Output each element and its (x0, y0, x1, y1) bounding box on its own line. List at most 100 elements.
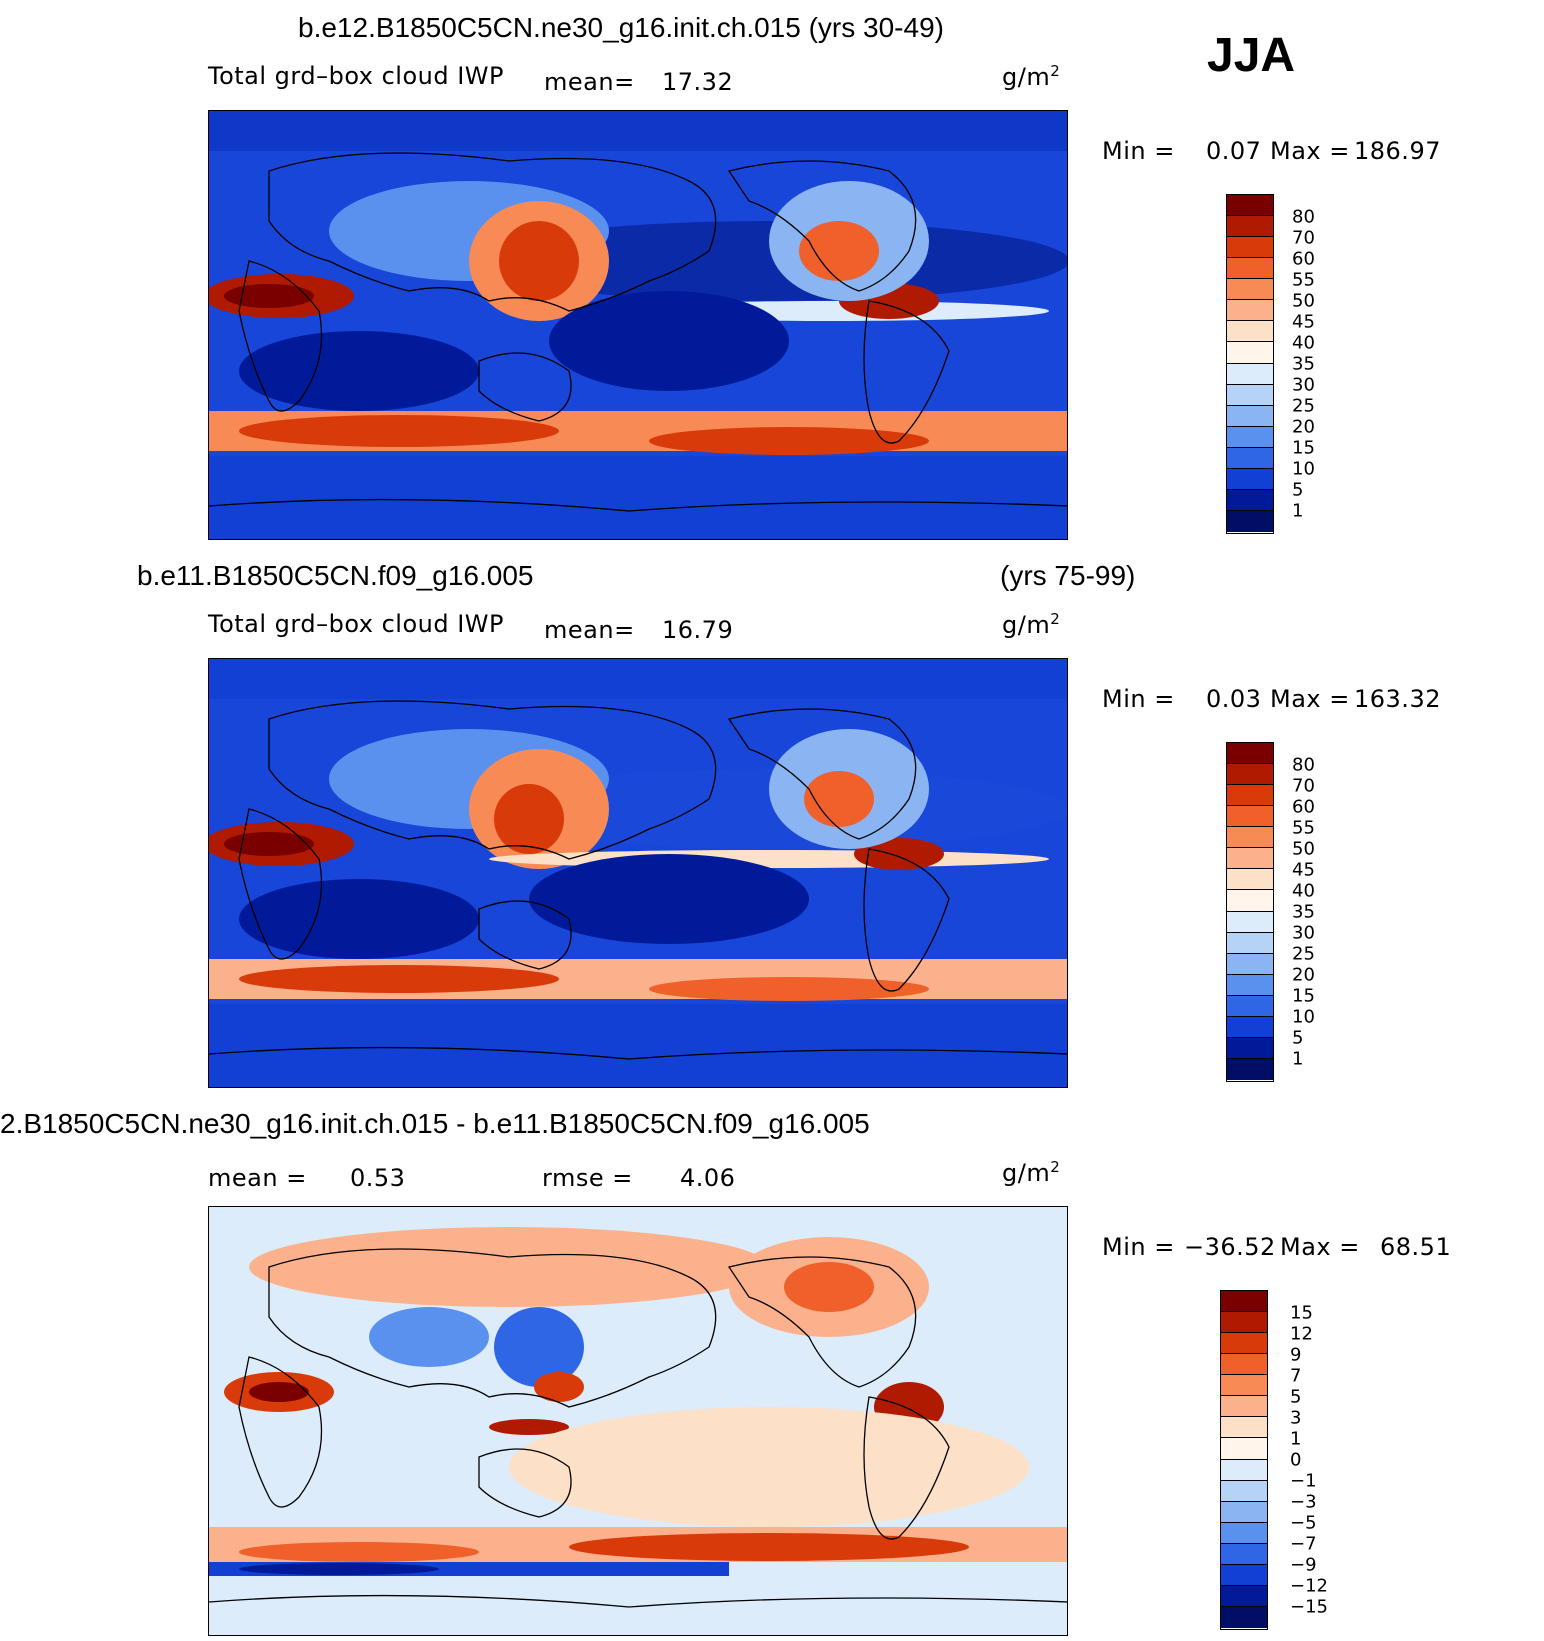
panel2-colorbar-cell (1227, 743, 1273, 765)
panel1-colorbar-tick-label: 70 (1292, 227, 1315, 249)
panel3-max-label: Max = (1280, 1233, 1360, 1261)
panel3-colorbar-tick-label: 7 (1290, 1365, 1302, 1387)
panel3-colorbar-cell (1221, 1459, 1267, 1481)
panel2-title: b.e11.B1850C5CN.f09_g16.005 (137, 560, 534, 591)
panel3-colorbar-tick-label: −15 (1290, 1596, 1328, 1618)
panel1-colorbar-tick-label: 60 (1292, 248, 1315, 270)
panel3-colorbar-cell (1221, 1312, 1267, 1334)
panel3-colorbar (1220, 1290, 1268, 1630)
panel1-colorbar-tick-label: 35 (1292, 353, 1315, 375)
panel3-colorbar-tick-label: −5 (1290, 1512, 1317, 1534)
panel1-min-value: 0.07 (1206, 137, 1262, 165)
panel3-colorbar-tick-label: 0 (1290, 1449, 1302, 1471)
panel3-colorbar-tick-label: −3 (1290, 1491, 1317, 1513)
panel1-colorbar-cell (1227, 216, 1273, 238)
panel3-colorbar-tick-label: −9 (1290, 1554, 1317, 1576)
panel2-min-label: Min = (1102, 685, 1175, 713)
panel2-colorbar-tick-label: 55 (1292, 817, 1315, 839)
panel3-colorbar-tick-label: 12 (1290, 1323, 1313, 1345)
panel2-colorbar-tick-label: 30 (1292, 922, 1315, 944)
panel1-colorbar-cell (1227, 489, 1273, 511)
panel2-colorbar-cell (1227, 1037, 1273, 1059)
panel1-colorbar-tick-label: 1 (1292, 500, 1304, 522)
panel1-colorbar-cell (1227, 384, 1273, 406)
panel1-title: b.e12.B1850C5CN.ne30_g16.init.ch.015 (yr… (298, 12, 944, 43)
panel1-colorbar-cell (1227, 300, 1273, 322)
panel3-colorbar-cell (1221, 1396, 1267, 1418)
panel2-colorbar (1226, 742, 1274, 1082)
panel2-colorbar-tick-label: 20 (1292, 964, 1315, 986)
panel3-mean-label: mean = (208, 1164, 307, 1192)
panel2-colorbar-tick-label: 80 (1292, 754, 1315, 776)
season-label: JJA (1207, 29, 1296, 82)
panel1-colorbar-tick-label: 55 (1292, 269, 1315, 291)
panel3-colorbar-cell (1221, 1606, 1267, 1628)
panel2-map-svg (209, 659, 1067, 1087)
panel1-variable: Total grd–box cloud IWP (208, 62, 505, 90)
panel2-colorbar-cell (1227, 1058, 1273, 1080)
panel3-colorbar-cell (1221, 1375, 1267, 1397)
panel1-colorbar-cell (1227, 195, 1273, 217)
panel1-colorbar-cell (1227, 237, 1273, 259)
panel2-colorbar-cell (1227, 806, 1273, 828)
panel1-colorbar-tick-label: 25 (1292, 395, 1315, 417)
panel3-colorbar-tick-label: 5 (1290, 1386, 1302, 1408)
panel3-rmse-label: rmse = (542, 1164, 633, 1192)
panel2-colorbar-tick-label: 60 (1292, 796, 1315, 818)
panel3-mean-value: 0.53 (350, 1164, 406, 1192)
panel3-min-value: −36.52 (1184, 1233, 1276, 1261)
panel1-colorbar-tick-label: 50 (1292, 290, 1315, 312)
panel3-colorbar-tick-label: 1 (1290, 1428, 1302, 1450)
panel1-colorbar-tick-label: 45 (1292, 311, 1315, 333)
panel1-max-value: 186.97 (1354, 137, 1441, 165)
panel1-units: g/m2 (1002, 62, 1061, 91)
panel3-max-value: 68.51 (1380, 1233, 1452, 1261)
panel1-colorbar-cell (1227, 321, 1273, 343)
panel1-min-label: Min = (1102, 137, 1175, 165)
panel3-colorbar-tick-label: −12 (1290, 1575, 1328, 1597)
panel3-rmse-value: 4.06 (680, 1164, 736, 1192)
panel2-colorbar-cell (1227, 869, 1273, 891)
panel2-colorbar-tick-label: 40 (1292, 880, 1315, 902)
panel2-colorbar-cell (1227, 911, 1273, 933)
panel2-colorbar-tick-label: 35 (1292, 901, 1315, 923)
panel2-colorbar-cell (1227, 932, 1273, 954)
panel2-colorbar-tick-label: 1 (1292, 1048, 1304, 1070)
panel2-colorbar-tick-label: 15 (1292, 985, 1315, 1007)
panel3-colorbar-cell (1221, 1417, 1267, 1439)
panel3-colorbar-cell (1221, 1522, 1267, 1544)
panel1-colorbar-cell (1227, 363, 1273, 385)
panel3-colorbar-cell (1221, 1564, 1267, 1586)
panel1-colorbar-cell (1227, 405, 1273, 427)
panel2-mean-label: mean= (544, 616, 635, 644)
panel2-map (208, 658, 1068, 1088)
panel3-colorbar-tick-label: 3 (1290, 1407, 1302, 1429)
panel1-map (208, 110, 1068, 540)
panel1-colorbar-tick-label: 40 (1292, 332, 1315, 354)
panel2-colorbar-cell (1227, 827, 1273, 849)
panel2-units: g/m2 (1002, 610, 1061, 639)
panel1-colorbar-tick-label: 5 (1292, 479, 1304, 501)
panel2-colorbar-cell (1227, 785, 1273, 807)
panel1-colorbar-tick-label: 20 (1292, 416, 1315, 438)
panel3-colorbar-tick-label: −7 (1290, 1533, 1317, 1555)
panel3-map (208, 1206, 1068, 1636)
panel3-colorbar-cell (1221, 1480, 1267, 1502)
panel3-colorbar-tick-label: 9 (1290, 1344, 1302, 1366)
panel3-units: g/m2 (1002, 1158, 1061, 1187)
panel1-colorbar-tick-label: 15 (1292, 437, 1315, 459)
panel2-colorbar-tick-label: 70 (1292, 775, 1315, 797)
panel3-colorbar-cell (1221, 1501, 1267, 1523)
panel1-colorbar-cell (1227, 342, 1273, 364)
panel3-min-label: Min = (1102, 1233, 1175, 1261)
panel2-max-value: 163.32 (1354, 685, 1441, 713)
panel3-colorbar-cell (1221, 1291, 1267, 1313)
panel1-colorbar-cell (1227, 510, 1273, 532)
panel3-map-svg (209, 1207, 1067, 1635)
panel2-colorbar-tick-label: 25 (1292, 943, 1315, 965)
panel1-colorbar (1226, 194, 1274, 534)
panel1-max-label: Max = (1270, 137, 1350, 165)
panel2-mean-value: 16.79 (662, 616, 734, 644)
panel1-colorbar-cell (1227, 447, 1273, 469)
panel1-colorbar-cell (1227, 279, 1273, 301)
